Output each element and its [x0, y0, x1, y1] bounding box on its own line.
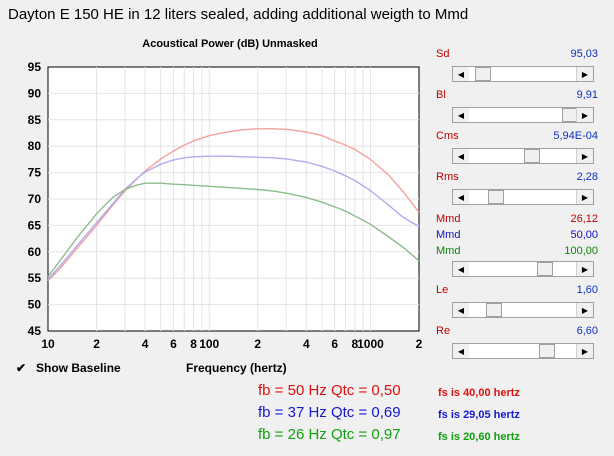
y-tick-label: 80 [28, 139, 42, 153]
result-fs-2: fs is 29,05 hertz [438, 409, 520, 421]
param-value-mmd-2: 50,00 [570, 229, 598, 241]
x-tick-label: 2 [254, 337, 261, 351]
param-value-cms: 5,94E-04 [553, 130, 598, 142]
chart-title: Acoustical Power (dB) Unmasked [142, 38, 318, 50]
y-tick-label: 95 [28, 60, 42, 74]
result-fb-qtc-2: fb = 37 Hz Qtc = 0,69 [258, 404, 401, 421]
series-line-3 [47, 182, 420, 278]
param-value-bl: 9,91 [576, 89, 598, 101]
series-line-1 [47, 128, 420, 282]
slider-track[interactable] [469, 262, 577, 276]
param-label-rms: Rms [436, 171, 459, 183]
slider-le[interactable]: ◀ ▶ [452, 302, 594, 318]
left-arrow-icon[interactable]: ◀ [453, 108, 470, 122]
slider-track[interactable] [469, 149, 577, 163]
y-tick-label: 50 [28, 298, 42, 312]
x-tick-label: 4 [303, 337, 310, 351]
left-arrow-icon[interactable]: ◀ [453, 149, 470, 163]
right-arrow-icon[interactable]: ▶ [576, 344, 593, 358]
y-tick-label: 65 [28, 218, 42, 232]
show-baseline-checkbox[interactable]: ✔ Show Baseline [16, 361, 121, 375]
slider-re[interactable]: ◀ ▶ [452, 343, 594, 359]
slider-bl[interactable]: ◀ ▶ [452, 107, 594, 123]
y-tick-label: 45 [28, 324, 42, 338]
slider-track[interactable] [469, 303, 577, 317]
slider-thumb[interactable] [487, 190, 504, 204]
left-arrow-icon[interactable]: ◀ [453, 344, 470, 358]
param-label-mmd-1: Mmd [436, 213, 461, 225]
y-tick-label: 90 [28, 86, 42, 100]
param-label-sd: Sd [436, 48, 450, 60]
y-tick-label: 85 [28, 113, 42, 127]
param-label-mmd-3: Mmd [436, 245, 461, 257]
param-label-re: Re [436, 325, 451, 337]
slider-track[interactable] [469, 190, 577, 204]
left-arrow-icon[interactable]: ◀ [453, 67, 470, 81]
x-tick-label: 6 [331, 337, 338, 351]
left-arrow-icon[interactable]: ◀ [453, 190, 470, 204]
y-tick-label: 75 [28, 166, 42, 180]
slider-track[interactable] [469, 108, 579, 122]
param-value-mmd-3: 100,00 [564, 245, 598, 257]
x-axis-label: Frequency (hertz) [186, 361, 287, 375]
x-tick-label: 4 [142, 337, 149, 351]
slider-track[interactable] [469, 344, 577, 358]
window-title: Dayton E 150 HE in 12 liters sealed, add… [8, 6, 469, 23]
param-label-cms: Cms [436, 130, 459, 142]
param-value-sd: 95,03 [570, 48, 598, 60]
x-tick-label: 2 [416, 337, 423, 351]
checkmark-icon: ✔ [16, 360, 27, 375]
x-tick-label: 8 [351, 337, 358, 351]
series-line-2 [47, 155, 420, 280]
show-baseline-label: Show Baseline [36, 361, 121, 375]
slider-thumb[interactable] [523, 149, 540, 163]
y-tick-label: 70 [28, 192, 42, 206]
result-fb-qtc-1: fb = 50 Hz Qtc = 0,50 [258, 382, 401, 399]
y-tick-label: 55 [28, 271, 42, 285]
slider-thumb[interactable] [538, 344, 555, 358]
grid [48, 67, 419, 331]
result-fs-1: fs is 40,00 hertz [438, 387, 520, 399]
result-fs-3: fs is 20,60 hertz [438, 431, 520, 443]
right-arrow-icon[interactable]: ▶ [576, 67, 593, 81]
slider-mmd[interactable]: ◀ ▶ [452, 261, 594, 277]
series-lines [47, 128, 420, 282]
left-arrow-icon[interactable]: ◀ [453, 262, 470, 276]
slider-thumb[interactable] [485, 303, 502, 317]
param-label-bl: Bl [436, 89, 446, 101]
y-tick-labels: 95 90 85 80 75 70 65 60 55 50 45 [28, 60, 42, 338]
x-tick-label: 2 [93, 337, 100, 351]
right-arrow-icon[interactable]: ▶ [576, 108, 593, 122]
param-value-rms: 2,28 [576, 171, 598, 183]
x-tick-label: 100 [199, 337, 219, 351]
param-value-le: 1,60 [576, 284, 598, 296]
x-tick-label: 6 [170, 337, 177, 351]
slider-thumb[interactable] [536, 262, 553, 276]
slider-track[interactable] [469, 67, 577, 81]
param-value-mmd-1: 26,12 [570, 213, 598, 225]
x-tick-label: 1000 [357, 337, 384, 351]
right-arrow-icon[interactable]: ▶ [576, 303, 593, 317]
slider-sd[interactable]: ◀ ▶ [452, 66, 594, 82]
x-tick-label: 8 [190, 337, 197, 351]
result-fb-qtc-3: fb = 26 Hz Qtc = 0,97 [258, 426, 401, 443]
right-arrow-icon[interactable]: ▶ [576, 149, 593, 163]
slider-rms[interactable]: ◀ ▶ [452, 189, 594, 205]
slider-thumb[interactable] [474, 67, 491, 81]
right-arrow-icon[interactable]: ▶ [576, 190, 593, 204]
param-value-re: 6,60 [576, 325, 598, 337]
param-label-le: Le [436, 284, 449, 296]
left-arrow-icon[interactable]: ◀ [453, 303, 470, 317]
slider-cms[interactable]: ◀ ▶ [452, 148, 594, 164]
y-tick-label: 60 [28, 245, 42, 259]
right-arrow-icon[interactable]: ▶ [576, 262, 593, 276]
x-tick-label: 10 [41, 337, 55, 351]
param-label-mmd-2: Mmd [436, 229, 461, 241]
